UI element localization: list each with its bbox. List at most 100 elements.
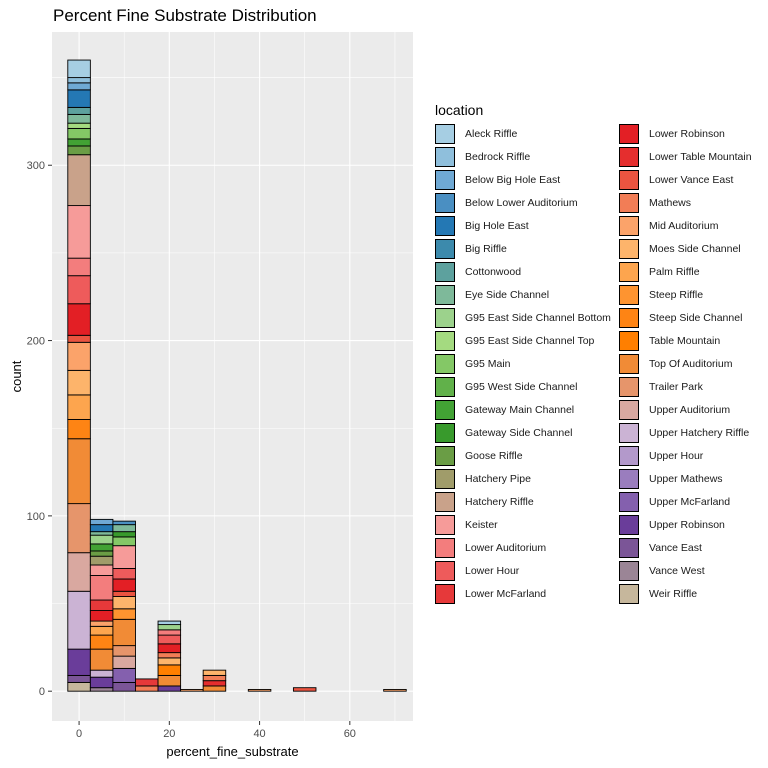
legend-label: Table Mountain: [649, 334, 721, 347]
legend-key-swatch: [619, 192, 639, 213]
legend-key-swatch: [619, 330, 639, 351]
legend-key-swatch: [435, 560, 455, 581]
legend-item: Steep Side Channel: [619, 306, 768, 329]
legend-key-swatch: [435, 215, 455, 236]
legend-key-swatch: [435, 284, 455, 305]
legend-item: Vance West: [619, 559, 768, 582]
legend-label: Steep Side Channel: [649, 311, 743, 324]
bar-stack: [383, 688, 407, 692]
bar-segment: [112, 568, 136, 580]
legend-item: Aleck Riffle: [435, 122, 619, 145]
bar-segment: [67, 257, 91, 277]
legend-label: Moes Side Channel: [649, 242, 741, 255]
legend-key-swatch: [435, 353, 455, 374]
legend-label: Lower Vance East: [649, 173, 734, 186]
legend-key-swatch: [435, 445, 455, 466]
legend-item: Top Of Auditorium: [619, 352, 768, 375]
legend-label: Steep Riffle: [649, 288, 704, 301]
legend-item: Vance East: [619, 536, 768, 559]
bar-segment: [67, 648, 91, 676]
bar-segment: [89, 531, 114, 536]
bar-segment: [157, 664, 182, 676]
legend-key-swatch: [619, 376, 639, 397]
legend-item: Upper Mathews: [619, 467, 768, 490]
bar-segment: [135, 678, 159, 687]
bar-segment: [67, 89, 91, 108]
bar-segment: [89, 625, 114, 636]
legend-key-swatch: [435, 491, 455, 512]
legend-key-swatch: [619, 284, 639, 305]
bar-segment: [89, 634, 114, 650]
legend-label: Eye Side Channel: [465, 288, 550, 301]
bar-segment: [157, 624, 182, 631]
legend-label: Big Hole East: [465, 219, 529, 232]
bar-segment: [112, 608, 136, 620]
bar-stack: [67, 59, 91, 692]
legend-label: Upper Hatchery Riffle: [649, 426, 750, 439]
bar-segment: [67, 275, 91, 305]
legend-item: Steep Riffle: [619, 283, 768, 306]
legend-key-swatch: [619, 353, 639, 374]
bar-segment: [157, 652, 182, 659]
y-axis: 0 100 200 300: [27, 160, 52, 698]
legend-key-swatch: [435, 537, 455, 558]
legend-item: Upper Robinson: [619, 513, 768, 536]
legend-key-swatch: [435, 330, 455, 351]
legend-item: Lower Vance East: [619, 168, 768, 191]
bar-segment: [157, 629, 182, 636]
legend-key-swatch: [619, 215, 639, 236]
legend-item: Eye Side Channel: [435, 283, 619, 306]
bar-segment: [67, 145, 91, 156]
legend-item: Hatchery Pipe: [435, 467, 619, 490]
bar-segment: [67, 341, 91, 371]
legend-key-swatch: [619, 169, 639, 190]
bar-stack: [157, 620, 182, 692]
legend-item: Gateway Main Channel: [435, 398, 619, 421]
legend-item: Upper Hatchery Riffle: [619, 421, 768, 444]
legend-label: Vance East: [649, 541, 702, 554]
legend-key-swatch: [619, 514, 639, 535]
bar-segment: [67, 122, 91, 129]
legend-label: Aleck Riffle: [465, 127, 518, 140]
y-tick-label: 100: [27, 511, 45, 523]
legend-key-swatch: [619, 307, 639, 328]
bar-segment: [112, 590, 136, 597]
bar-segment: [89, 648, 114, 671]
y-tick-label: 300: [27, 160, 45, 172]
legend-title: location: [435, 102, 484, 118]
legend-label: Goose Riffle: [465, 449, 523, 462]
bar-segment: [67, 674, 91, 683]
bar-segment: [67, 369, 91, 396]
bar-segment: [202, 669, 227, 676]
bar-segment: [67, 127, 91, 140]
legend-item: Trailer Park: [619, 375, 768, 398]
bar-stack: [292, 687, 317, 692]
legend-key-swatch: [619, 583, 639, 604]
legend-item: Below Big Hole East: [435, 168, 619, 191]
legend-label: G95 West Side Channel: [465, 380, 578, 393]
legend-label: Lower McFarland: [465, 587, 547, 600]
legend-label: G95 East Side Channel Top: [465, 334, 595, 347]
y-tick-label: 0: [39, 686, 45, 698]
chart-title: Percent Fine Substrate Distribution: [53, 6, 317, 25]
legend-column-1: Aleck Riffle Bedrock Riffle Below Big Hole…: [435, 122, 619, 605]
bar-segment: [157, 685, 182, 692]
legend-label: Upper Robinson: [649, 518, 725, 531]
legend-item: Keister: [435, 513, 619, 536]
legend-label: Top Of Auditorium: [649, 357, 733, 370]
legend-item: G95 Main: [435, 352, 619, 375]
bar-stack: [202, 669, 227, 692]
bar-segment: [89, 575, 114, 601]
legend-item: Lower Hour: [435, 559, 619, 582]
bar-stack: [112, 520, 136, 692]
legend-key-swatch: [435, 238, 455, 259]
bar-segment: [202, 680, 227, 687]
legend-item: G95 West Side Channel: [435, 375, 619, 398]
legend-label: Lower Table Mountain: [649, 150, 752, 163]
bar-segment: [89, 687, 114, 692]
legend-item: Lower McFarland: [435, 582, 619, 605]
bar-stack: [135, 678, 159, 692]
legend-label: Below Lower Auditorium: [465, 196, 578, 209]
legend-item: Mid Auditorium: [619, 214, 768, 237]
